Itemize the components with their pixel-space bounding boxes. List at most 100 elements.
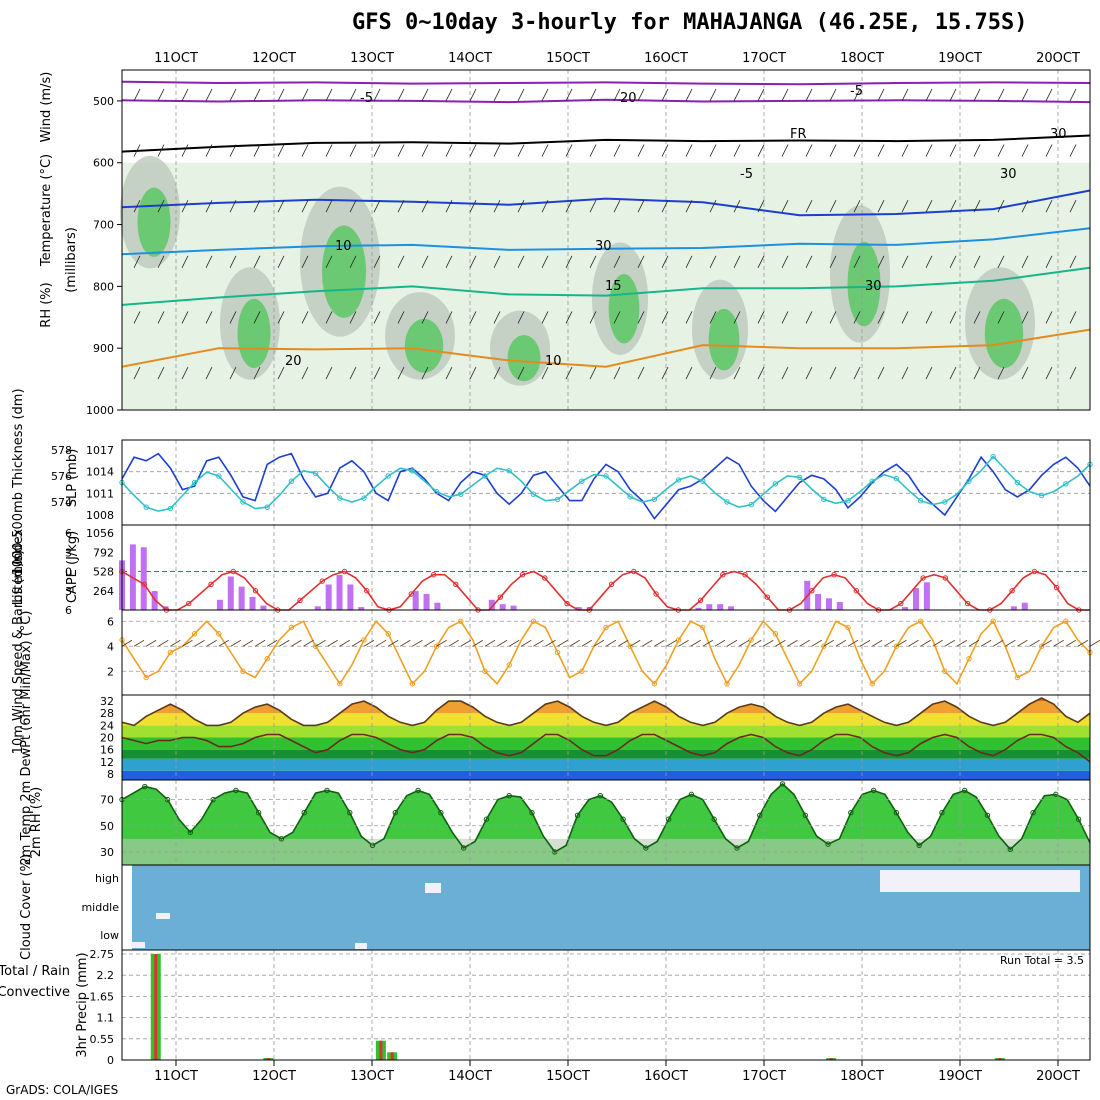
cape-bar	[923, 582, 930, 610]
lifted-index-line-marker	[742, 572, 748, 578]
wind-barb	[637, 200, 645, 213]
wind-barb	[997, 200, 1005, 213]
slp-tick-label: 1017	[86, 444, 114, 457]
thickness-line-marker	[821, 496, 827, 503]
thickness-line-marker	[506, 468, 512, 474]
x-tick-label-top: 13OCT	[350, 51, 394, 66]
wind-barb	[949, 144, 957, 157]
wind-barb	[301, 311, 309, 324]
cape-bar	[902, 607, 909, 610]
surface-barb	[654, 639, 665, 647]
wind-barb	[181, 366, 189, 380]
wind-barb	[349, 311, 357, 324]
wind-speed-line-marker	[603, 624, 609, 631]
wind-barb	[661, 88, 669, 102]
wind-barb	[997, 255, 1005, 268]
contour-label: -5	[850, 84, 863, 99]
surface-barb	[206, 639, 217, 647]
wind-barb	[229, 366, 237, 380]
wind-barb	[949, 311, 957, 324]
wind-barb	[421, 366, 429, 380]
wind-speed-line-marker	[845, 624, 851, 631]
cape-bar	[499, 604, 506, 610]
wind-barb	[637, 255, 645, 268]
temp-band	[122, 770, 1090, 780]
wind-tick-label: 4	[107, 640, 114, 653]
wind-speed-line-marker	[264, 656, 270, 662]
wind-barb	[541, 144, 549, 157]
contour-label: 30	[1050, 127, 1067, 142]
cape-bar	[238, 586, 245, 610]
surface-barb	[557, 639, 568, 647]
wind-barb	[589, 255, 597, 268]
surface-barb	[642, 639, 653, 647]
wind-barb	[1069, 200, 1077, 213]
rh-line-marker	[301, 809, 307, 816]
y-tick-label: 500	[93, 95, 114, 108]
wind-barb	[205, 311, 213, 324]
thickness-line	[121, 455, 1091, 512]
surface-barb	[738, 639, 750, 647]
x-tick-label-top: 16OCT	[644, 51, 688, 66]
thickness-line-marker	[627, 494, 633, 500]
y-tick-label: 700	[93, 219, 114, 232]
rh-line-marker	[1007, 846, 1013, 853]
cape-bar	[260, 605, 267, 610]
wind-barb	[709, 200, 717, 213]
rh-line-marker	[757, 812, 763, 819]
x-tick-label-top: 14OCT	[448, 51, 492, 66]
wind-speed-line-marker	[627, 643, 633, 649]
rh-line-marker	[802, 812, 808, 819]
wind-barb	[565, 88, 573, 102]
wind-barb	[949, 366, 957, 380]
surface-barb	[775, 639, 786, 647]
surface-barb	[944, 639, 956, 647]
x-tick-label-top: 19OCT	[938, 51, 982, 66]
surface-barb	[847, 639, 859, 647]
x-tick-label-bottom: 19OCT	[938, 1069, 982, 1084]
wind-barb	[637, 311, 645, 324]
wind-speed-line-marker	[240, 668, 246, 674]
wind-speed-line-marker	[966, 656, 972, 662]
precip-tick-label: 2.75	[90, 948, 115, 961]
wind-speed-line-marker	[385, 631, 391, 637]
lifted-index-line-marker	[1031, 568, 1038, 575]
wind-speed-line-marker	[191, 631, 198, 637]
lifted-index-line-marker	[519, 572, 526, 578]
wind-barb	[373, 144, 381, 157]
wind-barb	[253, 88, 261, 102]
lifted-index-line-marker	[898, 600, 904, 607]
wind-barb	[1045, 311, 1053, 324]
dewpoint-line	[121, 733, 1091, 763]
wind-barb	[1021, 311, 1029, 324]
thickness-line-marker	[845, 498, 851, 504]
contour-label: -5	[740, 167, 753, 182]
wind-barb	[157, 366, 165, 380]
wind-barb	[709, 144, 717, 157]
wind-barb	[709, 88, 717, 102]
thickness-line-marker	[167, 505, 174, 512]
rh-line-marker	[460, 845, 467, 851]
surface-barb	[327, 639, 338, 647]
wind-barb	[277, 311, 285, 324]
wind-barb	[421, 255, 429, 268]
wind-barb	[133, 366, 141, 380]
temp-band	[122, 698, 1090, 702]
surface-barb	[956, 639, 968, 647]
wind-speed-line-marker	[167, 649, 174, 656]
wind-barb	[1045, 366, 1053, 380]
rh-line-marker	[187, 829, 194, 836]
rh-line-marker	[483, 816, 490, 822]
wind-barb	[133, 88, 141, 102]
temp-tick-label: 28	[100, 707, 114, 720]
surface-barb	[992, 639, 1004, 647]
x-tick-label-bottom: 18OCT	[840, 1069, 884, 1084]
wind-speed-line-marker	[724, 681, 730, 687]
wind-speed-line-marker	[1038, 643, 1045, 649]
contour-label: 30	[1000, 167, 1017, 182]
temp-band	[122, 725, 1090, 738]
wind-barb	[829, 366, 837, 380]
wind-barb	[877, 144, 885, 157]
wind-barb	[445, 200, 453, 213]
thickness-line-marker	[651, 496, 658, 503]
